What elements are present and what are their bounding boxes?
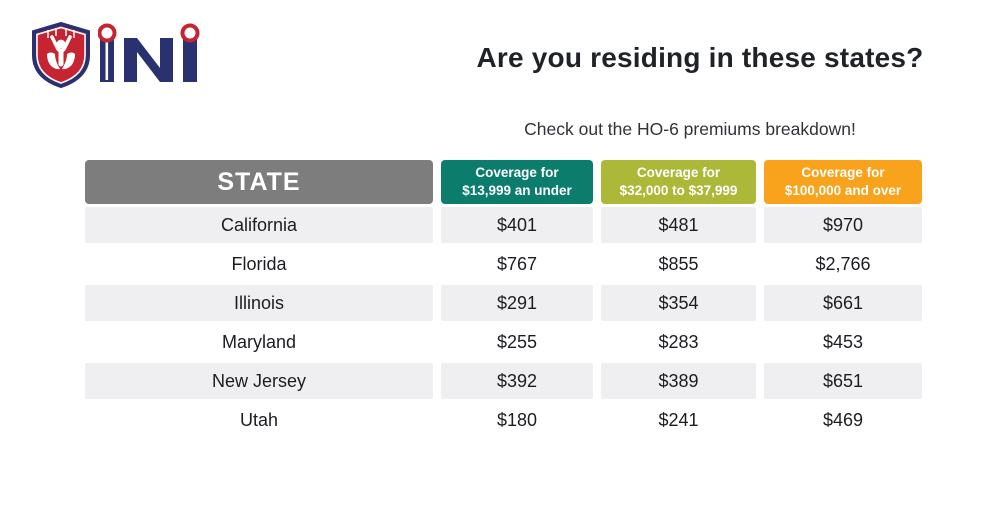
premium-cell: $661: [764, 285, 922, 321]
coverage-mid-line2: $32,000 to $37,999: [619, 183, 738, 198]
premium-cell: $855: [601, 246, 756, 282]
state-cell-illinois: Illinois: [85, 285, 433, 321]
premium-cell: $469: [764, 402, 922, 438]
column-header-state-label: STATE: [217, 167, 301, 196]
state-cell-new-jersey: New Jersey: [85, 363, 433, 399]
premium-cell: $401: [441, 207, 593, 243]
state-cell-florida: Florida: [85, 246, 433, 282]
column-header-coverage-low: Coverage for $13,999 an under: [441, 160, 593, 204]
coverage-high-line1: Coverage for: [801, 165, 885, 181]
column-header-coverage-mid: Coverage for $32,000 to $37,999: [601, 160, 756, 204]
brand-logo: [30, 22, 202, 88]
coverage-low-line1: Coverage for: [475, 165, 559, 181]
premium-cell: $283: [601, 324, 756, 360]
premium-cell: $241: [601, 402, 756, 438]
coverage-high-line2: $100,000 and over: [784, 183, 902, 198]
premium-cell: $392: [441, 363, 593, 399]
shield-logo-icon: [30, 22, 92, 88]
premium-cell: $291: [441, 285, 593, 321]
premium-cell: $651: [764, 363, 922, 399]
premium-table: STATE Coverage for $13,999 an under Cove…: [85, 160, 922, 438]
page-subtitle: Check out the HO-6 premiums breakdown!: [524, 119, 856, 139]
state-cell-maryland: Maryland: [85, 324, 433, 360]
premium-cell: $481: [601, 207, 756, 243]
coverage-low-line2: $13,999 an under: [462, 183, 572, 198]
premium-cell: $180: [441, 402, 593, 438]
page-title: Are you residing in these states?: [476, 42, 924, 73]
state-cell-utah: Utah: [85, 402, 433, 438]
column-header-state: STATE: [85, 160, 433, 204]
coverage-mid-line1: Coverage for: [636, 165, 721, 181]
column-header-coverage-high: Coverage for $100,000 and over: [764, 160, 922, 204]
premium-cell: $255: [441, 324, 593, 360]
premium-cell: $354: [601, 285, 756, 321]
premium-cell: $453: [764, 324, 922, 360]
state-cell-california: California: [85, 207, 433, 243]
premium-cell: $767: [441, 246, 593, 282]
premium-cell: $389: [601, 363, 756, 399]
premium-cell: $970: [764, 207, 922, 243]
premium-cell: $2,766: [764, 246, 922, 282]
brand-wordmark-icon: [98, 22, 202, 86]
